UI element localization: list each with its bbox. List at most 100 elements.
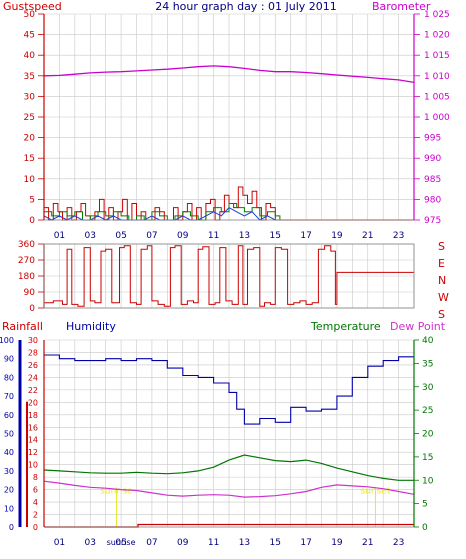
wind-baro-grid bbox=[44, 14, 414, 220]
y-tick-humidity: 70 bbox=[4, 392, 14, 401]
x-tick-label: 15 bbox=[270, 231, 281, 241]
temp-hum-axes: 0246810121416182022242628300102030405060… bbox=[0, 336, 434, 548]
y-tick-humidity: 20 bbox=[4, 486, 14, 495]
y-tick-right: 975 bbox=[424, 216, 441, 226]
x-tick-label: 23 bbox=[393, 231, 404, 241]
y-tick-left: 50 bbox=[24, 10, 36, 20]
x-tick-label: 13 bbox=[239, 231, 250, 241]
compass-letter: S bbox=[438, 240, 445, 253]
x-tick-label: 07 bbox=[146, 231, 157, 241]
compass-letter: N bbox=[438, 274, 446, 287]
x-tick-label: 15 bbox=[270, 538, 281, 548]
y-tick-rain: 8 bbox=[33, 473, 38, 482]
y-tick-left: 25 bbox=[24, 113, 35, 123]
y-tick-right: 1 025 bbox=[424, 10, 450, 20]
y-tick-temp: 35 bbox=[422, 359, 433, 369]
y-tick-right: 985 bbox=[424, 175, 441, 185]
y-tick-rain: 10 bbox=[28, 461, 38, 470]
y-tick-temp: 20 bbox=[422, 430, 434, 440]
y-tick-humidity: 40 bbox=[4, 448, 14, 457]
x-tick-label: 17 bbox=[300, 231, 311, 241]
y-tick-direction: 0 bbox=[29, 304, 35, 314]
y-tick-rain: 24 bbox=[28, 373, 38, 382]
y-tick-temp: 5 bbox=[422, 500, 428, 510]
y-tick-right: 1 000 bbox=[424, 113, 450, 123]
y-tick-humidity: 80 bbox=[4, 373, 14, 382]
x-tick-label: 07 bbox=[146, 538, 157, 548]
y-tick-rain: 0 bbox=[33, 523, 38, 532]
sunrise-bottom-label: sunrise bbox=[107, 538, 136, 547]
x-tick-label: 03 bbox=[85, 538, 96, 548]
y-tick-direction: 360 bbox=[18, 240, 35, 250]
x-tick-label: 09 bbox=[177, 231, 189, 241]
x-tick-label: 03 bbox=[85, 231, 96, 241]
x-tick-label: 01 bbox=[54, 231, 65, 241]
rainfall-label: Rainfall bbox=[2, 320, 43, 333]
y-tick-rain: 14 bbox=[28, 436, 38, 445]
humidity-label: Humidity bbox=[66, 320, 116, 333]
x-tick-label: 11 bbox=[208, 231, 219, 241]
y-tick-left: 35 bbox=[24, 72, 35, 82]
y-tick-temp: 25 bbox=[422, 406, 433, 416]
y-tick-temp: 30 bbox=[422, 383, 434, 393]
y-tick-temp: 40 bbox=[422, 336, 434, 346]
y-tick-rain: 6 bbox=[33, 486, 38, 495]
y-tick-left: 15 bbox=[24, 154, 35, 164]
chart-title: 24 hour graph day : 01 July 2011 bbox=[155, 0, 337, 13]
y-tick-right: 1 015 bbox=[424, 51, 450, 61]
y-tick-humidity: 0 bbox=[9, 523, 14, 532]
x-tick-label: 13 bbox=[239, 538, 250, 548]
y-tick-rain: 28 bbox=[28, 348, 38, 357]
y-tick-left: 30 bbox=[24, 92, 36, 102]
y-tick-direction: 90 bbox=[24, 288, 36, 298]
y-tick-right: 980 bbox=[424, 195, 441, 205]
x-tick-label: 19 bbox=[331, 538, 343, 548]
y-tick-humidity: 50 bbox=[4, 430, 14, 439]
y-tick-temp: 15 bbox=[422, 453, 433, 463]
y-tick-humidity: 90 bbox=[4, 355, 14, 364]
y-tick-rain: 22 bbox=[28, 386, 38, 395]
y-tick-right: 995 bbox=[424, 134, 441, 144]
y-tick-direction: 270 bbox=[18, 256, 35, 266]
x-tick-label: 01 bbox=[54, 538, 65, 548]
x-tick-label: 23 bbox=[393, 538, 404, 548]
y-tick-rain: 12 bbox=[28, 448, 38, 457]
y-tick-rain: 4 bbox=[33, 498, 38, 507]
compass-letter: E bbox=[438, 257, 445, 270]
y-tick-rain: 18 bbox=[28, 411, 38, 420]
y-tick-direction: 180 bbox=[18, 272, 35, 282]
y-tick-left: 0 bbox=[29, 216, 35, 226]
y-tick-left: 10 bbox=[24, 175, 36, 185]
x-tick-label: 21 bbox=[362, 231, 373, 241]
x-tick-label: 19 bbox=[331, 231, 343, 241]
y-tick-right: 1 010 bbox=[424, 72, 450, 82]
y-tick-humidity: 30 bbox=[4, 467, 14, 476]
y-tick-rain: 26 bbox=[28, 361, 38, 370]
y-tick-left: 40 bbox=[24, 51, 36, 61]
barometer-label: Barometer bbox=[372, 0, 431, 13]
y-tick-temp: 10 bbox=[422, 476, 434, 486]
compass-letter: W bbox=[438, 291, 449, 304]
x-tick-label: 21 bbox=[362, 538, 373, 548]
temp-hum-grid bbox=[44, 340, 414, 527]
dew-point-label: Dew Point bbox=[390, 320, 446, 333]
x-tick-label: 17 bbox=[300, 538, 311, 548]
y-tick-humidity: 60 bbox=[4, 411, 14, 420]
y-tick-rain: 30 bbox=[28, 336, 38, 345]
x-tick-label: 05 bbox=[115, 231, 126, 241]
temperature-label: Temperature bbox=[310, 320, 381, 333]
y-tick-left: 20 bbox=[24, 134, 36, 144]
temp-hum-panel: Rainfall Humidity Temperature Dew Point … bbox=[0, 320, 446, 548]
y-tick-rain: 16 bbox=[28, 423, 38, 432]
sun-markers: sunrise sunset bbox=[100, 486, 391, 527]
y-tick-right: 990 bbox=[424, 154, 441, 164]
y-tick-rain: 20 bbox=[28, 398, 38, 407]
y-tick-humidity: 100 bbox=[0, 336, 14, 345]
x-tick-label: 09 bbox=[177, 538, 189, 548]
y-tick-left: 5 bbox=[29, 195, 35, 205]
y-tick-right: 1 020 bbox=[424, 31, 450, 41]
